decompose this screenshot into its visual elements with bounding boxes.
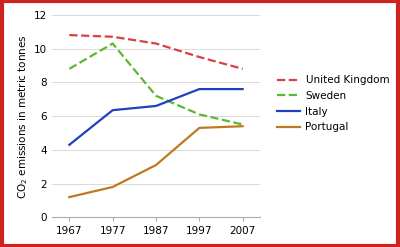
Y-axis label: CO$_2$ emissions in metric tonnes: CO$_2$ emissions in metric tonnes bbox=[16, 34, 30, 199]
Legend: United Kingdom, Sweden, Italy, Portugal: United Kingdom, Sweden, Italy, Portugal bbox=[273, 71, 393, 137]
